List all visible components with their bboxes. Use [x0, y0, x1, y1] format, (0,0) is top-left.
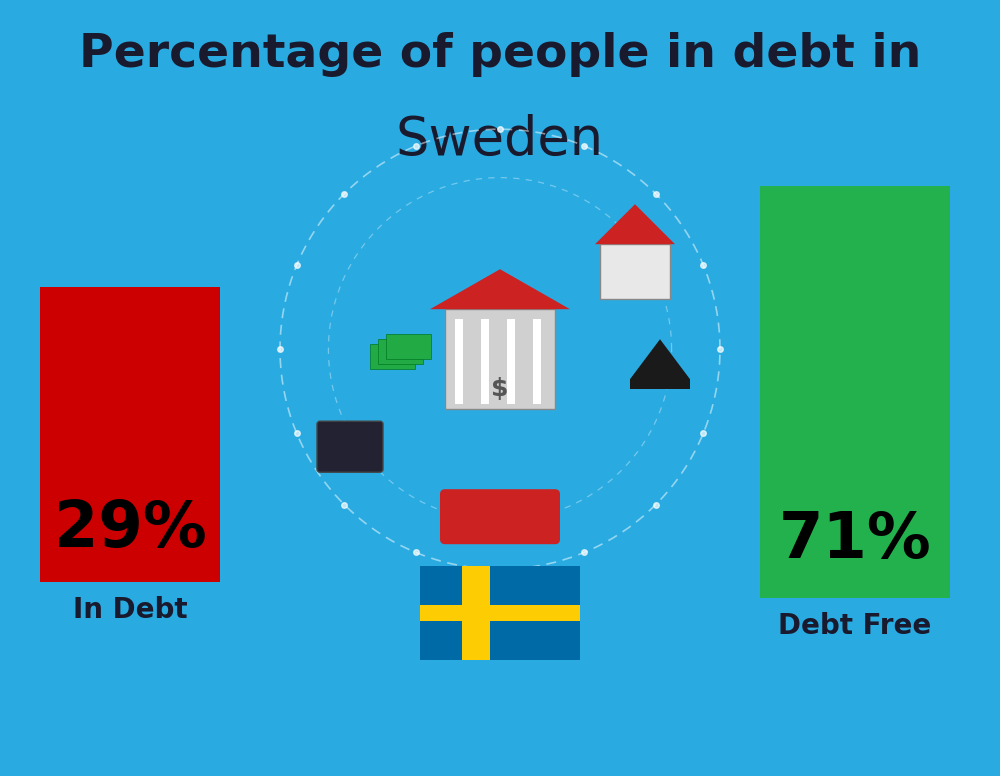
FancyBboxPatch shape	[507, 319, 515, 404]
Polygon shape	[595, 204, 675, 244]
FancyBboxPatch shape	[317, 421, 383, 473]
FancyBboxPatch shape	[370, 345, 415, 369]
FancyBboxPatch shape	[420, 605, 580, 622]
FancyBboxPatch shape	[600, 244, 670, 300]
FancyBboxPatch shape	[462, 566, 490, 660]
Text: Debt Free: Debt Free	[778, 611, 932, 639]
FancyBboxPatch shape	[420, 566, 580, 660]
Polygon shape	[630, 339, 690, 379]
Polygon shape	[430, 269, 570, 309]
Text: Sweden: Sweden	[396, 113, 604, 166]
Text: $: $	[491, 377, 509, 401]
FancyBboxPatch shape	[455, 319, 463, 404]
FancyBboxPatch shape	[760, 186, 950, 598]
FancyBboxPatch shape	[386, 334, 431, 359]
Text: 71%: 71%	[779, 509, 931, 571]
FancyBboxPatch shape	[445, 309, 555, 409]
FancyBboxPatch shape	[481, 319, 489, 404]
Text: 29%: 29%	[54, 498, 206, 560]
FancyBboxPatch shape	[378, 339, 423, 364]
Text: Percentage of people in debt in: Percentage of people in debt in	[79, 32, 921, 77]
Text: In Debt: In Debt	[73, 596, 187, 624]
FancyBboxPatch shape	[40, 287, 220, 582]
FancyBboxPatch shape	[533, 319, 541, 404]
FancyBboxPatch shape	[630, 379, 690, 390]
FancyBboxPatch shape	[440, 489, 560, 544]
